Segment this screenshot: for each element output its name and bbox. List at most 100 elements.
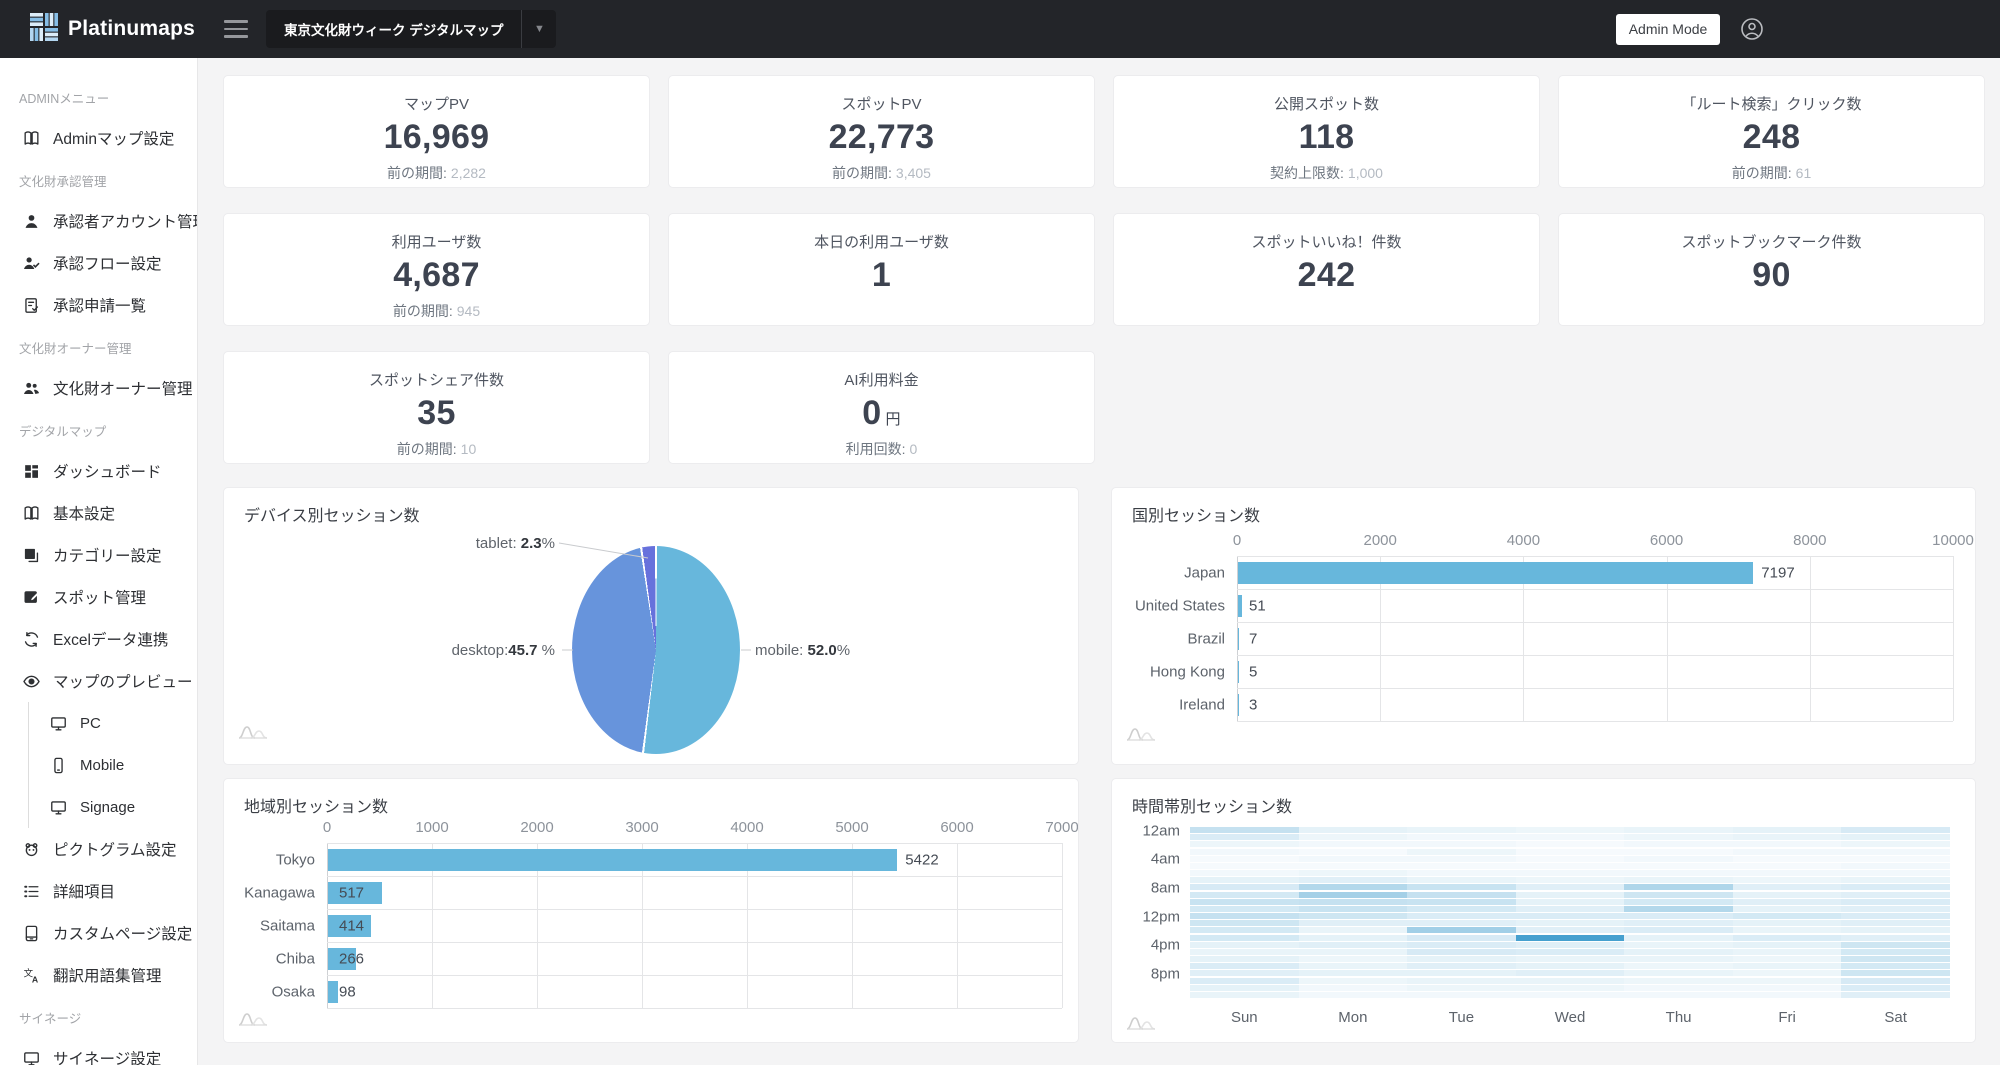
stat-value: 4,687 <box>393 256 480 294</box>
amcharts-logo[interactable] <box>1126 1015 1166 1036</box>
gridline <box>327 942 1062 943</box>
category-label: Japan <box>1184 564 1225 581</box>
heatmap-cell <box>1298 948 1408 955</box>
heatmap-cell <box>1624 898 1733 905</box>
sidebar-item-item[interactable]: 文 A 翻訳用語集管理 <box>0 954 197 996</box>
heatmap-cell <box>1841 877 1950 884</box>
heatmap-cell <box>1624 963 1733 970</box>
sidebar-item-item[interactable]: カスタムページ設定 <box>0 912 197 954</box>
heatmap-cell <box>1407 963 1516 970</box>
heatmap-cell <box>1732 977 1842 984</box>
heatmap-cell <box>1407 855 1516 862</box>
gridline <box>327 876 1062 877</box>
heatmap-cell <box>1407 870 1516 877</box>
axis-tick-label: 4000 <box>1506 532 1541 549</box>
sidebar-subitem-signage[interactable]: Signage <box>29 786 197 828</box>
sidebar-item-item[interactable]: 承認フロー設定 <box>0 242 197 284</box>
sidebar-item-item[interactable]: カテゴリー設定 <box>0 534 197 576</box>
stat-sub-value: 61 <box>1795 165 1812 181</box>
sidebar-item-label: 翻訳用語集管理 <box>53 968 162 985</box>
heatmap-cell <box>1298 841 1408 848</box>
heatmap-cell <box>1624 941 1733 948</box>
heatmap-cell <box>1515 891 1625 898</box>
category-label: Ireland <box>1179 696 1225 713</box>
bar-value-label: 7197 <box>1761 564 1795 581</box>
heatmap-cell <box>1515 991 1625 998</box>
map-selector-dropdown[interactable]: 東京文化財ウィーク デジタルマップ ▼ <box>266 10 557 48</box>
stat-card: スポットPV 22,773 前の期間: 3,405 <box>668 75 1095 188</box>
heatmap-cell <box>1841 956 1950 963</box>
sidebar-item-excel[interactable]: Excelデータ連携 <box>0 618 197 660</box>
dashboard-icon <box>22 462 41 481</box>
heatmap-cell <box>1841 920 1950 927</box>
sidebar-item-label: サイネージ設定 <box>53 1051 162 1065</box>
day-label: Fri <box>1778 1009 1796 1026</box>
sidebar-item-item[interactable]: ピクトグラム設定 <box>0 828 197 870</box>
sidebar-item-admin[interactable]: Adminマップ設定 <box>0 117 197 159</box>
axis-tick-label: 2000 <box>520 819 554 836</box>
country-sessions-title: 国別セッション数 <box>1132 508 1261 525</box>
heatmap-cell <box>1732 934 1842 941</box>
sidebar-item-item[interactable]: 詳細項目 <box>0 870 197 912</box>
heatmap-cell <box>1732 877 1842 884</box>
amcharts-logo[interactable] <box>238 724 278 745</box>
heatmap-cell <box>1190 870 1299 877</box>
heatmap-cell <box>1624 913 1733 920</box>
sidebar-section-header: デジタルマップ <box>19 425 107 439</box>
sidebar-item-item[interactable]: ダッシュボード <box>0 450 197 492</box>
heatmap-cell <box>1624 877 1733 884</box>
heatmap-cell <box>1298 877 1408 884</box>
bar-brazil <box>1238 627 1240 650</box>
list-icon <box>22 882 41 901</box>
stat-value: 242 <box>1297 256 1356 294</box>
heatmap-cell <box>1624 827 1733 834</box>
bar-osaka <box>328 980 339 1003</box>
heatmap-cell <box>1515 884 1625 891</box>
sidebar-subitem-mobile[interactable]: Mobile <box>29 744 197 786</box>
heatmap-cell <box>1190 956 1299 963</box>
bar-value-label: 5 <box>1249 663 1258 680</box>
heatmap-cell <box>1841 884 1950 891</box>
menu-toggle-icon[interactable] <box>224 20 248 38</box>
book-icon <box>22 504 41 523</box>
heatmap-cell <box>1841 984 1950 991</box>
amcharts-logo[interactable] <box>1126 726 1166 747</box>
admin-mode-button[interactable]: Admin Mode <box>1616 13 1720 45</box>
sidebar-item-item[interactable]: 承認申請一覧 <box>0 284 197 326</box>
heatmap-cell <box>1515 963 1625 970</box>
amcharts-logo[interactable] <box>238 1011 278 1032</box>
stat-sub-value: 10 <box>460 441 477 457</box>
person-check-icon <box>22 254 41 273</box>
category-label: Chiba <box>275 950 315 967</box>
gridline <box>1237 556 1953 557</box>
sidebar-item-item[interactable]: マップのプレビュー <box>0 660 197 702</box>
brand[interactable]: Platinumaps <box>0 12 200 46</box>
bar-value-label: 7 <box>1249 630 1258 647</box>
sidebar-item-item[interactable]: 文化財オーナー管理 <box>0 367 197 409</box>
sidebar-item-item[interactable]: 基本設定 <box>0 492 197 534</box>
sidebar-item-item[interactable]: スポット管理 <box>0 576 197 618</box>
gridline <box>1380 556 1382 721</box>
day-label: Mon <box>1338 1009 1368 1026</box>
sidebar-subitem-pc[interactable]: PC <box>29 702 197 744</box>
heatmap-cell <box>1624 934 1733 941</box>
heatmap-cell <box>1624 927 1733 934</box>
heatmap-cell <box>1407 934 1516 941</box>
stat-subtitle: 前の期間: 2,282 <box>387 163 486 181</box>
heatmap-cell <box>1624 870 1733 877</box>
heatmap-cell <box>1298 963 1408 970</box>
sidebar-item-item[interactable]: 承認者アカウント管理 <box>0 200 197 242</box>
user-account-icon[interactable] <box>1740 17 1764 41</box>
heatmap-cell <box>1732 905 1842 912</box>
stat-card: スポットシェア件数 35 前の期間: 10 <box>223 351 650 464</box>
sidebar-item-label: カテゴリー設定 <box>53 548 162 565</box>
person-icon <box>22 212 41 231</box>
heatmap-cell <box>1190 848 1299 855</box>
sync-icon <box>22 630 41 649</box>
heatmap-cell <box>1407 884 1516 891</box>
region-sessions-card: 地域別セッション数 0 1000 2000 3000 4000 5000 6000 7000 T… <box>223 778 1079 1043</box>
heatmap-cell <box>1732 841 1842 848</box>
heatmap-cell <box>1624 834 1733 841</box>
sidebar-item-item[interactable]: サイネージ設定 <box>0 1037 197 1065</box>
